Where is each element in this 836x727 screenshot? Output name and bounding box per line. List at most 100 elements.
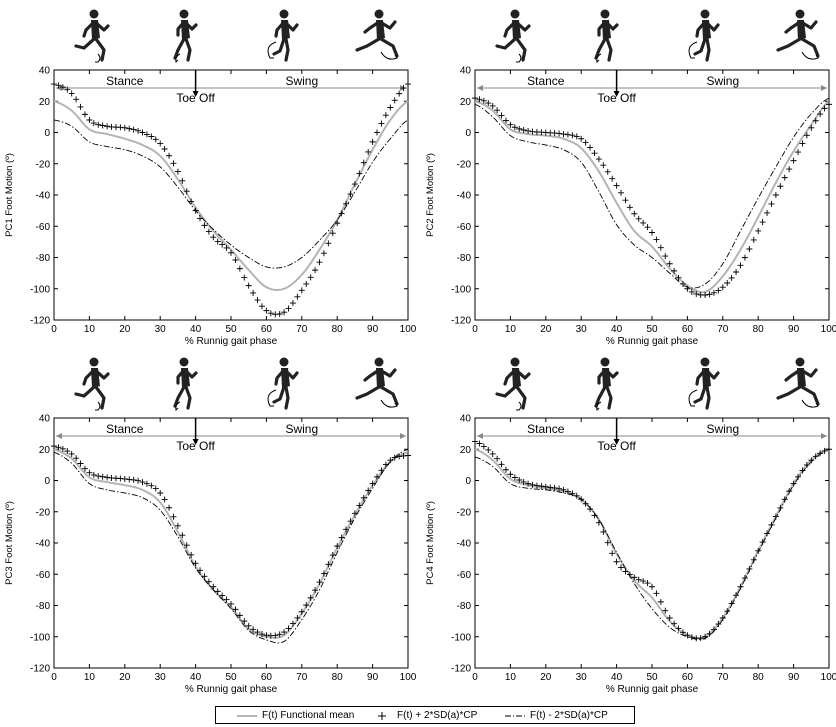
data-point: [671, 620, 678, 627]
data-point: [772, 192, 779, 198]
data-point: [232, 256, 239, 263]
runner-arma: [799, 20, 818, 30]
x-tick-label: 60: [261, 672, 273, 683]
data-point: [99, 122, 106, 129]
runner-arma: [93, 368, 110, 380]
x-tick-label: 10: [505, 324, 517, 335]
stance-label: Stance: [527, 74, 565, 88]
runner-legb: [776, 385, 802, 400]
data-point: [472, 438, 478, 445]
data-point: [498, 461, 505, 468]
data-point: [573, 492, 580, 499]
runner-silhouette-icon: [272, 357, 299, 410]
motion-arrow-icon: [267, 389, 277, 407]
runner-legb: [355, 37, 381, 52]
data-point: [254, 629, 261, 636]
data-point: [688, 288, 695, 295]
data-point: [276, 631, 283, 638]
data-point: [307, 274, 314, 281]
chart-panel-4: 0 10 20 30 40 50 60 70 80 90 100 40 20 0 -20 -40 -60 -80 -…: [425, 357, 836, 695]
runner-head: [279, 9, 289, 19]
data-point: [706, 291, 713, 298]
data-point: [578, 135, 585, 142]
data-point: [126, 125, 133, 132]
y-tick-label: -100: [451, 284, 471, 295]
data-point: [693, 290, 700, 297]
plot-area: [474, 417, 830, 669]
runner-lega: [605, 385, 613, 410]
data-point: [759, 219, 766, 226]
data-point: [214, 238, 221, 245]
data-point: [684, 632, 691, 639]
motion-arrow-icon: [380, 399, 398, 408]
y-tick-label: 40: [460, 414, 472, 425]
data-point: [494, 455, 501, 462]
data-point: [188, 551, 195, 558]
data-point: [604, 168, 611, 175]
data-point: [485, 446, 492, 453]
runner-arma: [183, 368, 198, 379]
data-point: [502, 466, 509, 473]
y-tick-label: 20: [460, 445, 472, 456]
runner-arma: [283, 368, 299, 380]
data-point: [374, 129, 381, 136]
data-point: [640, 578, 647, 585]
runner-lega: [184, 385, 192, 410]
runner-legb: [594, 385, 607, 408]
data-point: [334, 543, 341, 550]
x-tick-label: 30: [155, 672, 167, 683]
runner-legb: [74, 385, 96, 398]
x-tick-label: 0: [472, 324, 478, 335]
y-tick-label: -80: [36, 601, 51, 612]
data-point: [511, 474, 518, 481]
runner-lega: [379, 37, 399, 58]
data-point: [73, 455, 80, 462]
data-point: [55, 444, 62, 451]
data-point: [157, 140, 164, 147]
swing-label: Swing: [285, 422, 318, 436]
data-point: [139, 479, 146, 486]
motion-arrow-icon: [801, 399, 819, 408]
data-point: [329, 552, 336, 559]
runner-silhouette-icon: [594, 9, 619, 62]
x-tick-label: 100: [400, 672, 417, 683]
x-tick-label: 20: [540, 324, 552, 335]
data-point: [316, 259, 323, 266]
data-point: [600, 162, 607, 169]
data-point: [360, 494, 367, 501]
phase-arrow-left-head: [477, 433, 483, 439]
x-tick-label: 10: [505, 672, 517, 683]
data-point: [347, 518, 354, 525]
data-point: [276, 310, 283, 317]
data-point: [272, 632, 279, 639]
data-point: [560, 486, 567, 493]
runner-armb: [784, 20, 802, 34]
runner-legb: [693, 385, 707, 404]
runner-lega: [705, 37, 711, 62]
data-point: [289, 300, 296, 307]
data-point: [511, 124, 518, 131]
runner-head: [795, 357, 805, 367]
data-point: [600, 528, 607, 535]
x-tick-label: 70: [296, 324, 308, 335]
data-point: [338, 534, 345, 541]
data-point: [64, 448, 71, 455]
data-point: [64, 86, 71, 93]
data-point: [755, 227, 762, 234]
x-tick-label: 90: [367, 672, 379, 683]
data-point: [671, 267, 678, 274]
y-axis-label: PC2 Foot Motion (º): [425, 153, 436, 237]
legend-label-upper: F(t) + 2*SD(a)*CP: [397, 710, 478, 721]
data-point: [378, 120, 385, 127]
data-point: [81, 465, 88, 472]
data-point: [374, 473, 381, 480]
data-point: [631, 574, 638, 581]
data-point: [542, 483, 549, 490]
runner-armb: [176, 368, 186, 385]
data-point: [649, 229, 655, 236]
data-point: [205, 228, 212, 235]
y-tick-label: -100: [30, 284, 50, 295]
data-point: [662, 607, 669, 614]
data-point: [73, 96, 80, 103]
data-point: [653, 236, 660, 243]
